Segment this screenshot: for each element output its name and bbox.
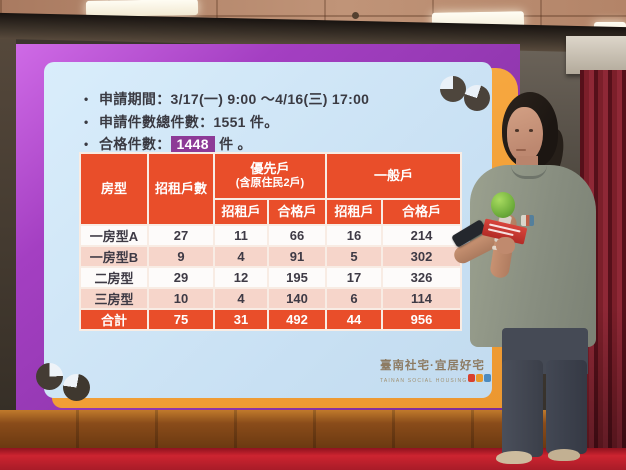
total-applications-text: 申請件數總件數：1551 件。 — [99, 114, 279, 130]
mascot-icon — [476, 374, 484, 382]
table-row: 三房型 10 4 140 6 114 — [79, 287, 463, 310]
table-row: 一房型A 27 11 66 16 214 — [79, 224, 463, 247]
presenter-eye — [515, 129, 519, 132]
presenter-shirt — [470, 165, 596, 347]
table-cell: 44 — [325, 308, 384, 331]
bullet-total-applications: • 申請件數總件數：1551 件。 — [84, 112, 279, 132]
table-cell: 29 — [147, 266, 215, 289]
table-cell: 302 — [381, 245, 463, 268]
priority-group-note: (含原住民2戶) — [235, 177, 305, 190]
table-cell: 492 — [266, 308, 328, 331]
row-label: 一房型B — [79, 245, 149, 268]
header-general-rental: 招租戶 — [325, 198, 384, 226]
table-cell: 195 — [266, 266, 328, 289]
header-priority-group: 優先戶 (含原住民2戶) — [212, 152, 328, 200]
presenter-shoe — [548, 449, 580, 461]
table-cell: 11 — [213, 224, 269, 247]
table-cell: 214 — [381, 224, 463, 247]
table-cell: 140 — [266, 287, 328, 310]
row-label: 一房型A — [79, 224, 149, 247]
presenter-mouth — [516, 149, 526, 151]
table-cell: 75 — [147, 308, 215, 331]
table-cell: 9 — [147, 245, 215, 268]
header-general-qualified: 合格戶 — [381, 198, 463, 226]
table-row: 二房型 29 12 195 17 326 — [79, 266, 463, 289]
header-rental-units: 招租戶數 — [147, 152, 215, 226]
qualified-count-suffix: 件 。 — [219, 136, 252, 152]
qualified-count-highlight: 1448 — [170, 136, 215, 152]
pie-circle-decoration-icon — [440, 76, 466, 102]
presenter-leg — [546, 360, 587, 454]
table-cell: 6 — [325, 287, 384, 310]
mascot-icon — [468, 374, 476, 382]
header-priority-qualified: 合格戶 — [266, 198, 328, 226]
table-cell: 12 — [213, 266, 269, 289]
application-table: 房型 招租戶數 優先戶 (含原住民2戶) 一般戶 招租戶 合格戶 招租戶 合格戶 … — [79, 152, 463, 331]
presenter-eye — [529, 129, 533, 132]
tainan-social-housing-logo: 臺南社宅·宜居好宅 TAINAN SOCIAL HOUSING — [380, 357, 492, 384]
application-period-text: 申請期間：3/17(一) 9:00 ～4/16(三) 17:00 — [99, 91, 370, 107]
table-cell: 27 — [147, 224, 215, 247]
presenter-face — [507, 107, 543, 162]
bullet-dot-icon: • — [84, 137, 89, 151]
bullet-dot-icon: • — [84, 115, 89, 129]
presenter-leg — [502, 360, 543, 457]
table-cell: 4 — [213, 287, 269, 310]
pie-circle-decoration-icon — [464, 85, 490, 111]
total-label: 合計 — [79, 308, 149, 331]
table-cell: 31 — [213, 308, 269, 331]
table-total-row: 合計 75 31 492 44 956 — [79, 308, 463, 331]
ceiling-sensor — [352, 12, 359, 19]
table-cell: 326 — [381, 266, 463, 289]
logo-subtitle: TAINAN SOCIAL HOUSING — [380, 374, 492, 384]
table-cell: 66 — [266, 224, 328, 247]
table-cell: 10 — [147, 287, 215, 310]
bullet-application-period: • 申請期間：3/17(一) 9:00 ～4/16(三) 17:00 — [84, 89, 369, 109]
header-priority-rental: 招租戶 — [213, 198, 269, 226]
row-label: 三房型 — [79, 287, 149, 310]
microphone-head — [491, 192, 515, 218]
stage-front-panel — [0, 410, 572, 454]
table-cell: 114 — [381, 287, 463, 310]
table-cell: 91 — [266, 245, 328, 268]
priority-group-title: 優先戶 — [250, 161, 290, 177]
mascot-icon — [484, 374, 492, 382]
table-cell: 4 — [213, 245, 269, 268]
row-label: 二房型 — [79, 266, 149, 289]
red-carpet-floor — [0, 448, 626, 470]
wall-left-edge — [0, 26, 16, 426]
table-cell: 17 — [325, 266, 384, 289]
pie-circle-decoration-icon — [36, 363, 63, 390]
curtain-valance — [566, 36, 626, 74]
qualified-count-label: 合格件數： — [99, 136, 171, 152]
bullet-dot-icon: • — [84, 92, 89, 106]
header-room-type: 房型 — [79, 152, 149, 226]
table-cell: 956 — [381, 308, 463, 331]
header-general-group: 一般戶 — [325, 152, 463, 200]
bullet-qualified-count: • 合格件數： 1448 件 。 — [84, 134, 252, 154]
table-cell: 5 — [325, 245, 384, 268]
presenter-collar — [511, 165, 547, 179]
presenter-shoe — [496, 451, 532, 464]
presenter-hand — [496, 237, 515, 254]
logo-title: 臺南社宅·宜居好宅 — [380, 360, 485, 372]
table-row: 一房型B 9 4 91 5 302 — [79, 245, 463, 268]
table-cell: 16 — [325, 224, 384, 247]
pie-circle-decoration-icon — [63, 374, 90, 401]
shirt-graphic — [521, 215, 534, 226]
